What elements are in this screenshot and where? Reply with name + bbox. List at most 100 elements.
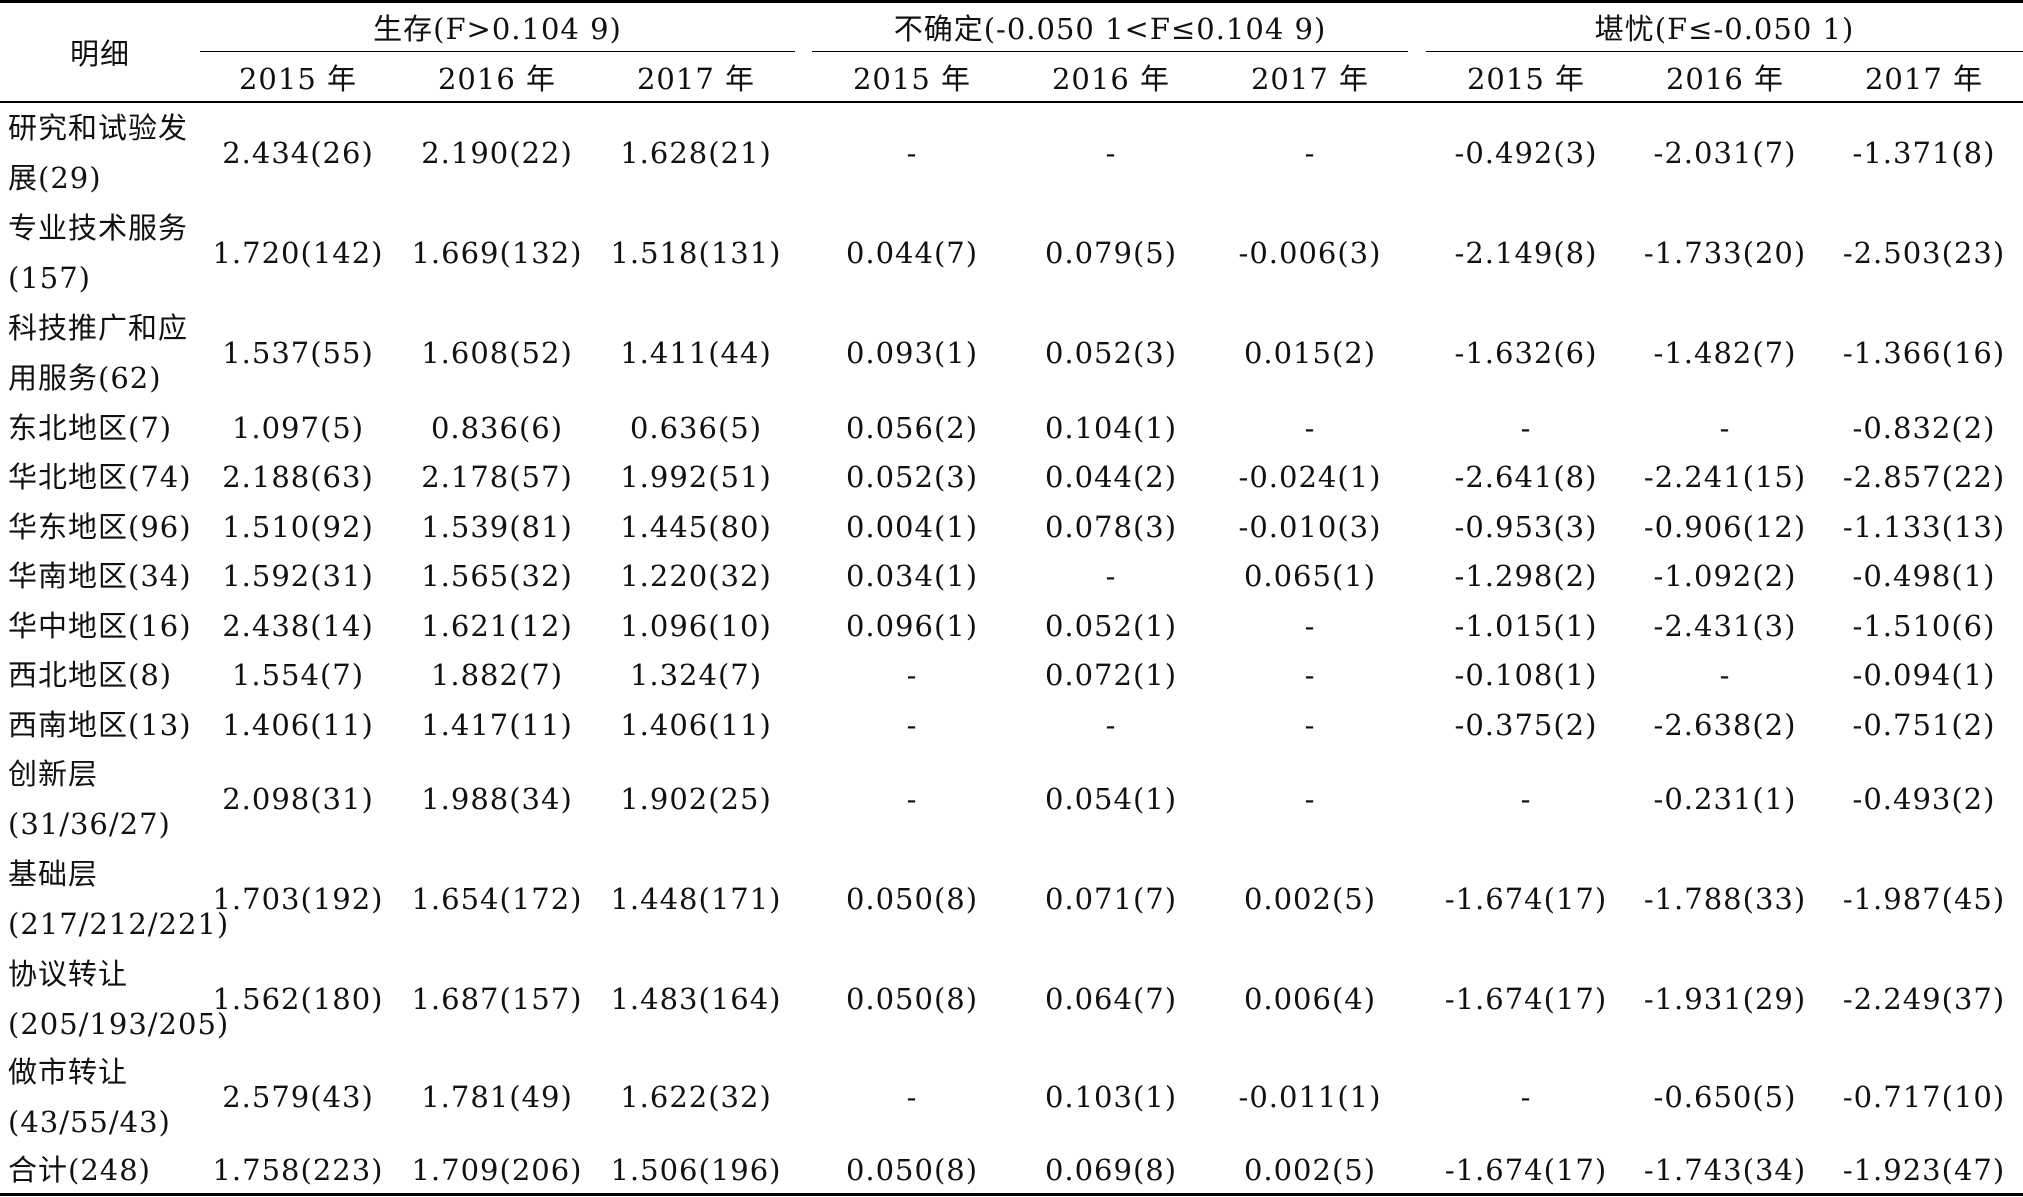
table-cell: -2.641(8) (1454, 460, 1598, 494)
table-cell: -1.674(17) (1444, 1152, 1608, 1187)
year-header: 2015 年 (238, 62, 358, 96)
table-cell: 1.669(132) (411, 236, 583, 270)
table-cell: 1.988(34) (421, 782, 573, 816)
table-cell: -2.241(15) (1643, 460, 1807, 494)
table-cell: -0.010(3) (1238, 509, 1382, 544)
table-cell: -0.717(10) (1842, 1080, 2006, 1114)
table-cell: 1.445(80) (620, 509, 772, 544)
header-rule (0, 101, 2023, 103)
table-cell: 1.592(31) (222, 559, 374, 593)
table-cell: -2.857(22) (1842, 460, 2006, 494)
table-cell: -1.015(1) (1454, 608, 1598, 643)
table-cell: -1.987(45) (1842, 882, 2006, 916)
table-cell: - (1105, 559, 1117, 593)
table-cell: 1.687(157) (411, 981, 583, 1016)
group-header: 堪忧(F≤-0.050 1) (1594, 12, 1855, 46)
table-cell: -1.923(47) (1842, 1152, 2006, 1187)
group-rule (1426, 51, 2023, 52)
row-label: 西南地区(13) (8, 707, 192, 742)
table-cell: - (1105, 136, 1117, 170)
table-cell: - (1304, 707, 1316, 742)
table-cell: 1.448(171) (610, 882, 782, 916)
table-cell: -2.249(37) (1842, 981, 2006, 1016)
row-label: 专业技术服务(157) (8, 211, 189, 295)
table-cell: 2.098(31) (222, 782, 374, 816)
table-cell: - (1520, 1080, 1532, 1114)
row-label: 华中地区(16) (8, 608, 192, 643)
table-cell: 1.324(7) (629, 658, 763, 692)
table-cell: - (906, 782, 918, 816)
table-cell: -2.638(2) (1653, 707, 1797, 742)
table-cell: 1.097(5) (231, 410, 365, 445)
year-header: 2016 年 (437, 62, 557, 96)
table-cell: 1.902(25) (620, 782, 772, 816)
table-cell: 1.518(131) (610, 236, 782, 270)
corner-header: 明细 (69, 37, 130, 71)
table-cell: - (1520, 782, 1532, 816)
table-cell: -1.788(33) (1643, 882, 1807, 916)
table-cell: -1.092(2) (1653, 559, 1797, 593)
table-cell: -1.733(20) (1643, 236, 1807, 270)
table-cell: 0.052(3) (1044, 336, 1178, 370)
table-cell: 0.079(5) (1044, 236, 1178, 270)
row-label: 华南地区(34) (8, 559, 192, 593)
table-cell: 0.836(6) (430, 410, 564, 445)
table-cell: 0.071(7) (1044, 882, 1178, 916)
table-cell: - (1304, 410, 1316, 445)
table-cell: -1.133(13) (1842, 509, 2006, 544)
table-cell: -1.298(2) (1454, 559, 1598, 593)
table-cell: -0.006(3) (1238, 236, 1382, 270)
bottom-rule (0, 1193, 2023, 1196)
table-cell: -2.431(3) (1653, 608, 1797, 643)
table-cell: -1.371(8) (1852, 136, 1996, 170)
year-header: 2017 年 (1250, 62, 1370, 96)
table-cell: -0.024(1) (1238, 460, 1382, 494)
table-cell: 0.056(2) (845, 410, 979, 445)
table-cell: 0.002(5) (1243, 1152, 1377, 1187)
table-cell: 0.050(8) (845, 981, 979, 1016)
row-label: 合计(248) (8, 1152, 151, 1187)
table-cell: - (906, 658, 918, 692)
table-cell: 2.190(22) (421, 136, 573, 170)
table-cell: 0.044(2) (1044, 460, 1178, 494)
table-cell: 0.096(1) (845, 608, 979, 643)
table-cell: -2.031(7) (1653, 136, 1797, 170)
table-cell: 0.044(7) (845, 236, 979, 270)
table-cell: 1.709(206) (411, 1152, 583, 1187)
row-label: 创新层(31/36/27) (8, 757, 171, 841)
table-cell: 1.510(92) (222, 509, 374, 544)
table-cell: -0.751(2) (1852, 707, 1996, 742)
row-label: 华东地区(96) (8, 509, 192, 544)
table-cell: -0.375(2) (1454, 707, 1598, 742)
table-cell: 0.006(4) (1243, 981, 1377, 1016)
table-cell: - (1719, 410, 1731, 445)
table-cell: 1.554(7) (231, 658, 365, 692)
table-cell: 0.002(5) (1243, 882, 1377, 916)
table-cell: -1.366(16) (1842, 336, 2006, 370)
table-cell: -1.743(34) (1643, 1152, 1807, 1187)
table-cell: -0.498(1) (1852, 559, 1996, 593)
row-label: 基础层(217/212/221) (8, 857, 230, 941)
year-header: 2015 年 (1466, 62, 1586, 96)
table-cell: -0.108(1) (1454, 658, 1598, 692)
table-cell: -2.149(8) (1454, 236, 1598, 270)
table-cell: 1.621(12) (421, 608, 573, 643)
table-cell: -0.650(5) (1653, 1080, 1797, 1114)
table-cell: - (1304, 658, 1316, 692)
table-cell: 0.104(1) (1044, 410, 1178, 445)
table-cell: 0.064(7) (1044, 981, 1178, 1016)
group-rule (200, 51, 795, 52)
table-cell: 0.078(3) (1044, 509, 1178, 544)
table-cell: 1.758(223) (212, 1152, 384, 1187)
table-cell: 2.434(26) (222, 136, 374, 170)
table-cell: 0.050(8) (845, 882, 979, 916)
year-header: 2016 年 (1665, 62, 1785, 96)
table-cell: 2.438(14) (222, 608, 374, 643)
table-cell: 1.406(11) (620, 707, 772, 742)
table-cell: - (1304, 782, 1316, 816)
table-cell: - (1105, 707, 1117, 742)
table-cell: 1.628(21) (620, 136, 772, 170)
table-cell: 1.654(172) (411, 882, 583, 916)
table-cell: 1.539(81) (421, 509, 573, 544)
